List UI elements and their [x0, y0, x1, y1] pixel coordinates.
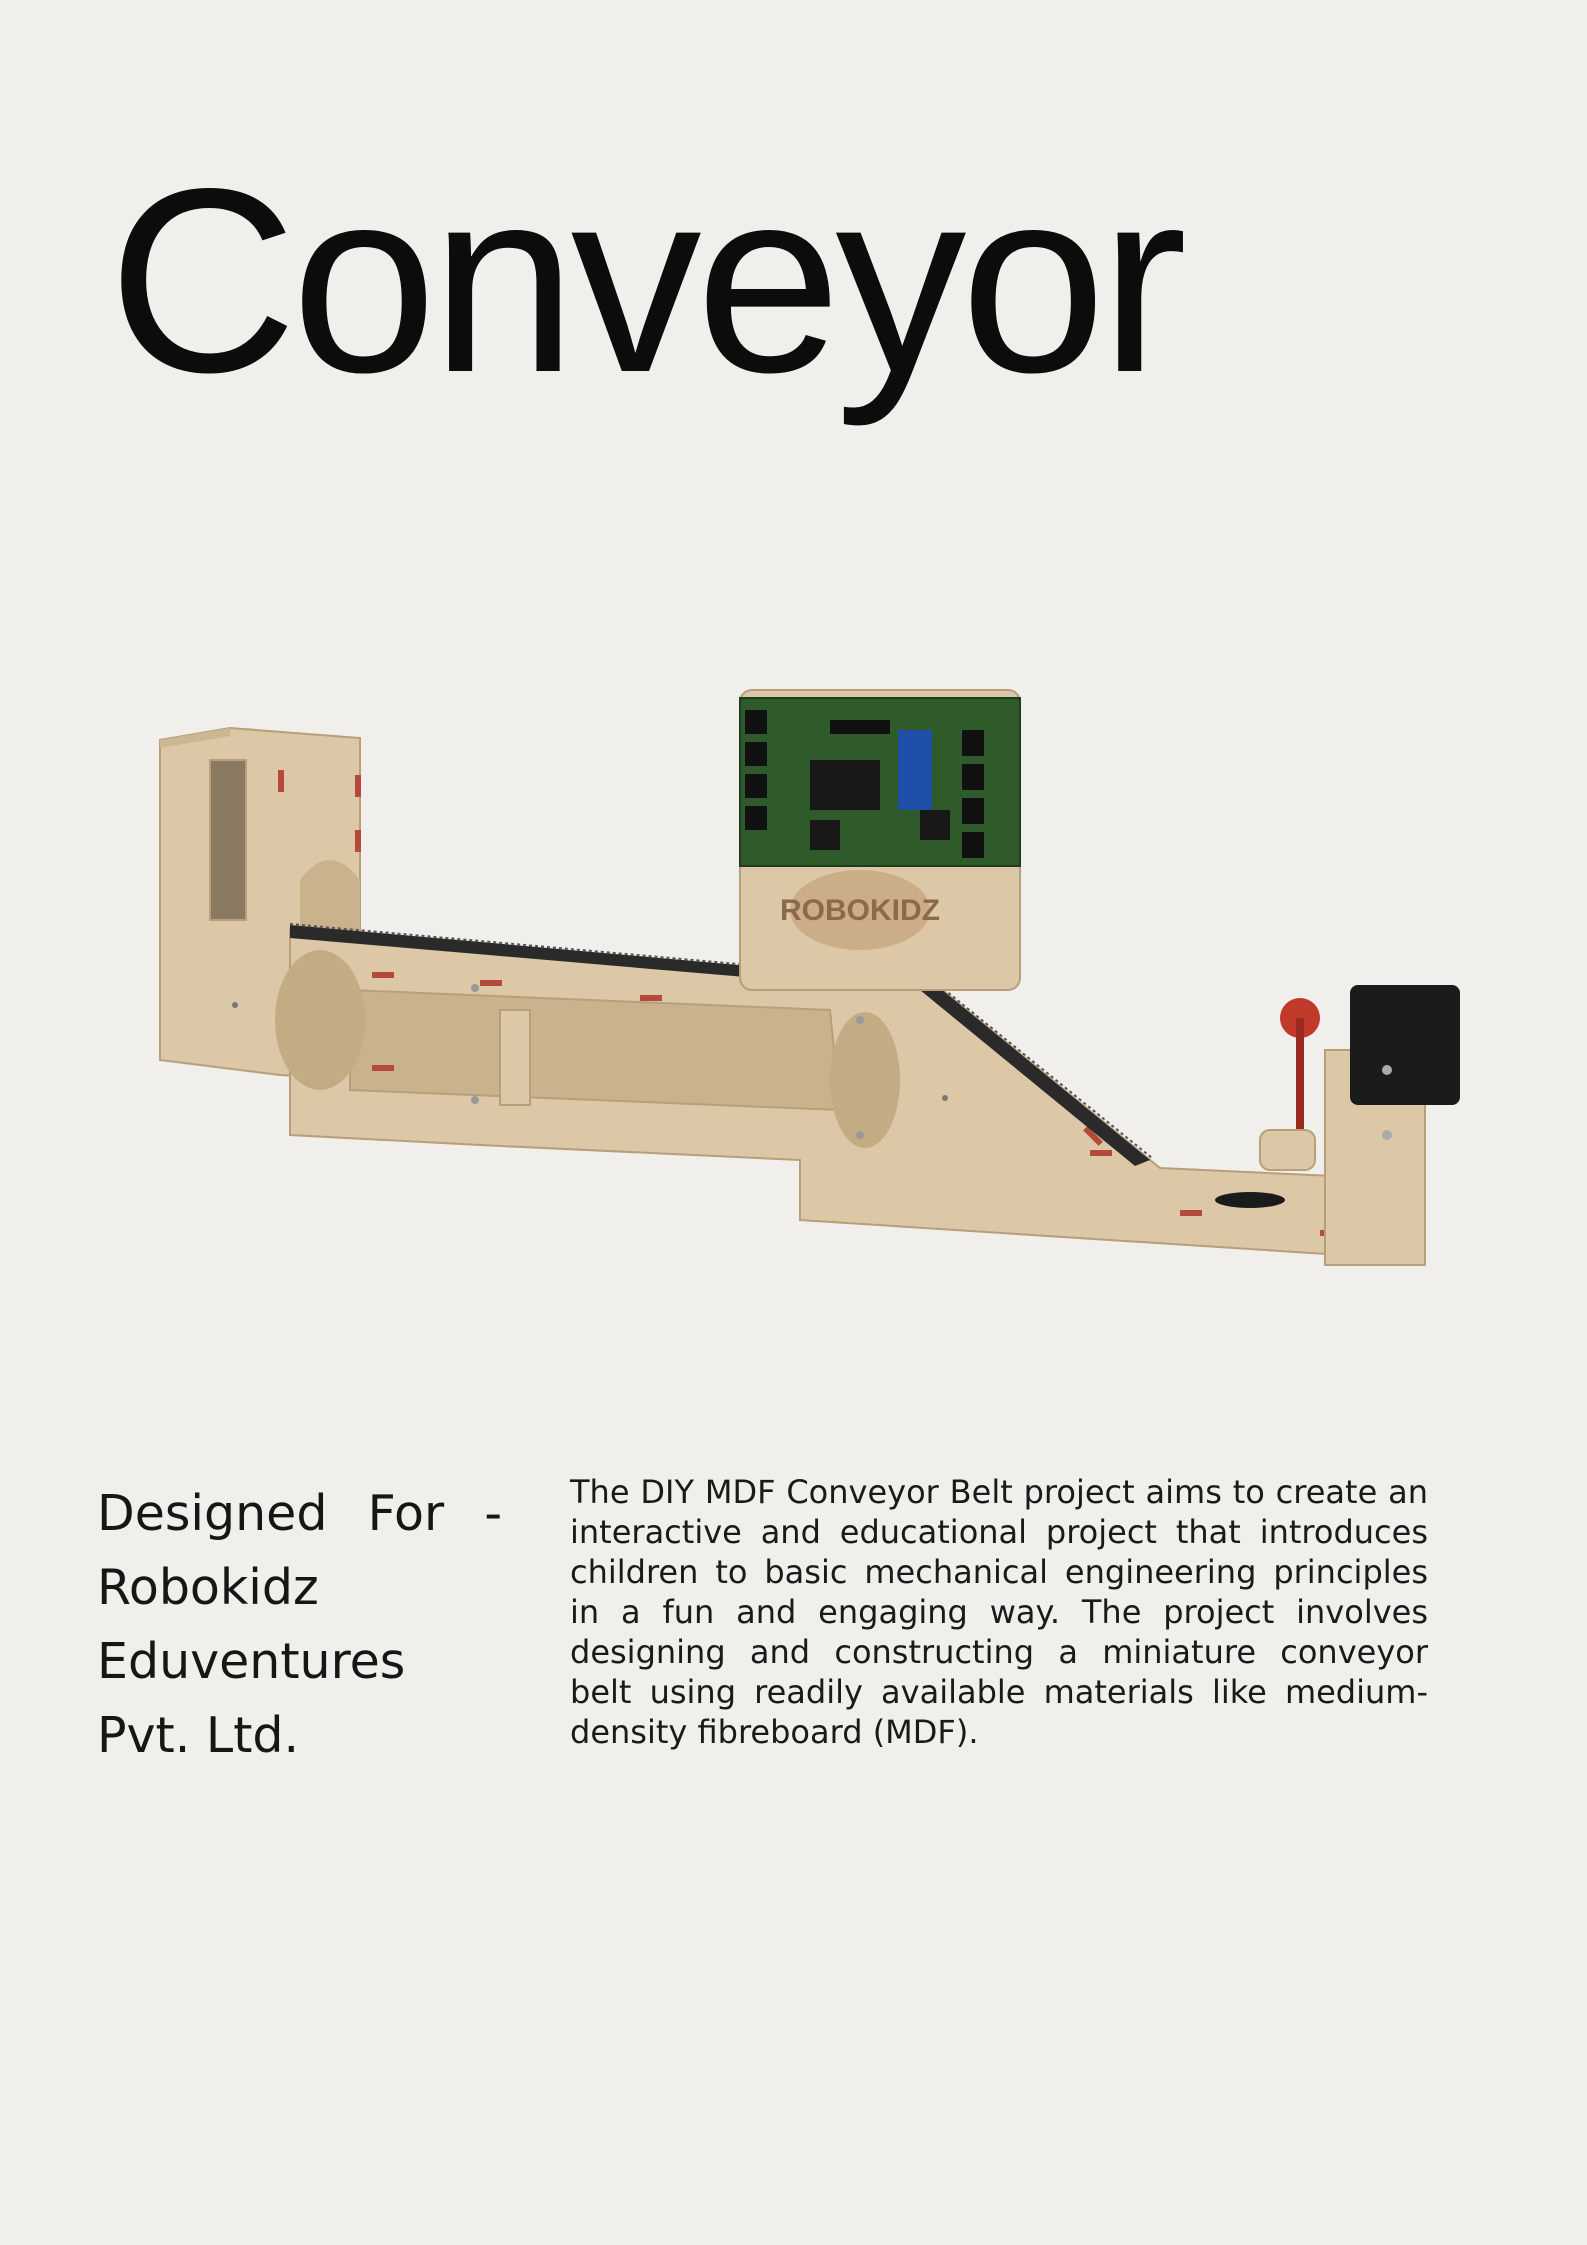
motor-assembly — [1215, 985, 1460, 1266]
page-title: Conveyor — [108, 134, 1187, 427]
conveyor-illustration: ROBOKIDZ — [159, 689, 1460, 1266]
conveyor-frame — [232, 928, 1421, 1262]
designed-for-text: Designed For - Robokidz Eduventures Pvt.… — [97, 1485, 502, 1764]
project-description: The DIY MDF Conveyor Belt project aims t… — [570, 1473, 1428, 1751]
control-board: ROBOKIDZ — [739, 689, 1021, 991]
board-logo: ROBOKIDZ — [780, 894, 940, 927]
